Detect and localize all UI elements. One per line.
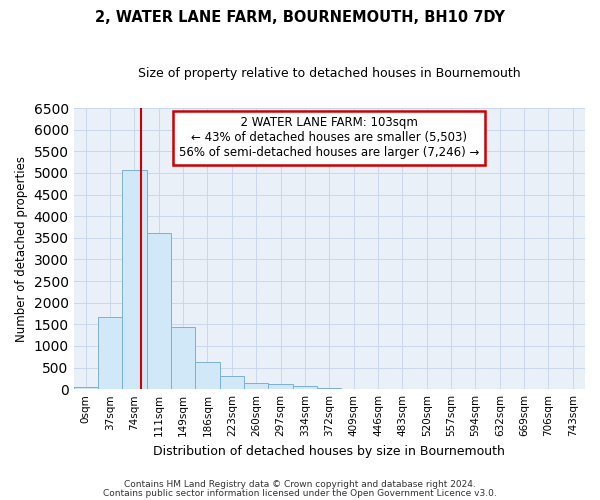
- Title: Size of property relative to detached houses in Bournemouth: Size of property relative to detached ho…: [138, 68, 521, 80]
- Y-axis label: Number of detached properties: Number of detached properties: [15, 156, 28, 342]
- Bar: [341, 388, 366, 389]
- Bar: [146, 234, 171, 389]
- Text: 2 WATER LANE FARM: 103sqm  
← 43% of detached houses are smaller (5,503)
56% of : 2 WATER LANE FARM: 103sqm ← 43% of detac…: [179, 116, 479, 160]
- Bar: [220, 376, 244, 389]
- Bar: [122, 170, 146, 389]
- Bar: [244, 382, 268, 389]
- Bar: [268, 384, 293, 389]
- Text: Contains HM Land Registry data © Crown copyright and database right 2024.: Contains HM Land Registry data © Crown c…: [124, 480, 476, 489]
- X-axis label: Distribution of detached houses by size in Bournemouth: Distribution of detached houses by size …: [154, 444, 505, 458]
- Bar: [74, 386, 98, 389]
- Bar: [171, 328, 196, 389]
- Bar: [293, 386, 317, 389]
- Bar: [317, 388, 341, 389]
- Bar: [98, 317, 122, 389]
- Text: Contains public sector information licensed under the Open Government Licence v3: Contains public sector information licen…: [103, 489, 497, 498]
- Text: 2, WATER LANE FARM, BOURNEMOUTH, BH10 7DY: 2, WATER LANE FARM, BOURNEMOUTH, BH10 7D…: [95, 10, 505, 25]
- Bar: [196, 362, 220, 389]
